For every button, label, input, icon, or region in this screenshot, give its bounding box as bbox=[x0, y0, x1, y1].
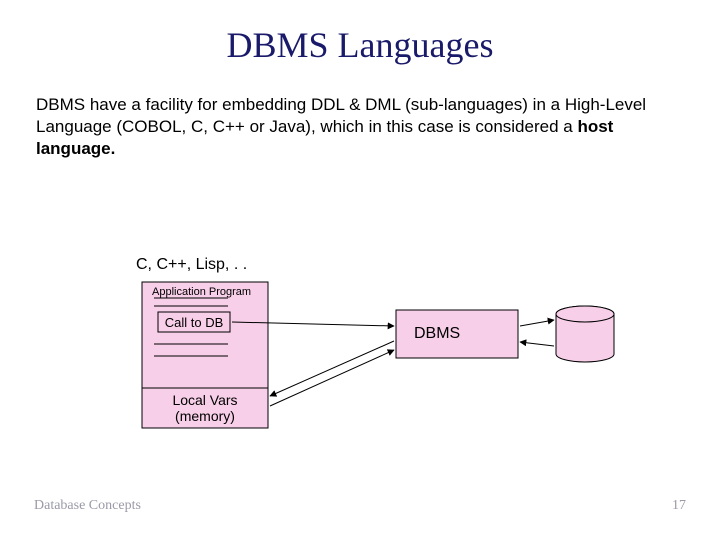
local-vars-line1: Local Vars bbox=[172, 392, 237, 408]
app-program-title: Application Program bbox=[152, 286, 251, 298]
body-paragraph: DBMS have a facility for embedding DDL &… bbox=[0, 66, 720, 160]
arrow-dbms-to-localvars bbox=[270, 341, 394, 396]
page-number: 17 bbox=[672, 498, 686, 514]
call-to-db-label: Call to DB bbox=[160, 315, 228, 330]
arrow-cylinder-to-dbms bbox=[520, 342, 554, 346]
arrow-dbms-to-cylinder bbox=[520, 320, 554, 326]
database-cylinder-icon bbox=[556, 306, 614, 362]
arrow-call-to-dbms bbox=[232, 322, 394, 326]
page-title: DBMS Languages bbox=[0, 0, 720, 66]
local-vars-label: Local Vars (memory) bbox=[142, 392, 268, 424]
arrow-localvars-to-dbms bbox=[270, 350, 394, 406]
dbms-label: DBMS bbox=[414, 325, 460, 343]
local-vars-line2: (memory) bbox=[175, 408, 235, 424]
body-text-prefix: DBMS have a facility for embedding DDL &… bbox=[36, 95, 646, 136]
footer-left: Database Concepts bbox=[34, 498, 141, 514]
language-label: C, C++, Lisp, . . bbox=[136, 256, 247, 274]
